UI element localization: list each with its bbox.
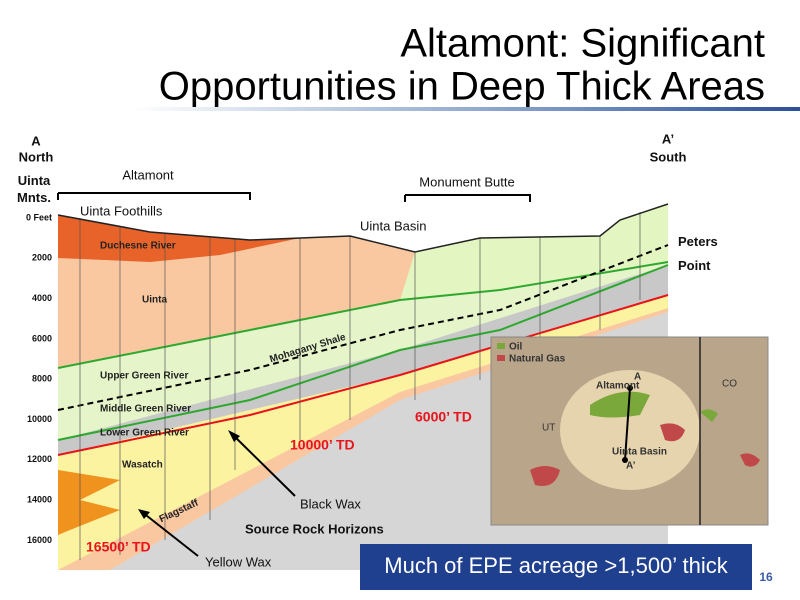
map-label: A — [634, 372, 641, 383]
callout: Black Wax — [300, 496, 361, 511]
legend-swatch — [497, 355, 505, 361]
page-number: 16 — [759, 570, 773, 584]
section-end: A — [31, 133, 41, 148]
formation: Uinta — [142, 295, 167, 306]
depth-label: 8000 — [32, 374, 52, 384]
place: Uinta Basin — [360, 218, 426, 233]
formation: Middle Green River — [100, 404, 191, 415]
text-line: Point — [678, 258, 711, 273]
td-label: 10000’ TD — [290, 437, 355, 453]
depth-label: 16000 — [27, 535, 52, 545]
layer-upper — [400, 204, 668, 300]
basin — [560, 370, 700, 490]
text-line: Peters — [678, 234, 718, 249]
depth-label: 14000 — [27, 494, 52, 504]
arrow — [141, 511, 199, 557]
section-point — [622, 457, 628, 463]
text-line: Uinta — [18, 173, 51, 188]
red-line — [57, 294, 669, 456]
depth-axis: 0 Feet 2000 4000 6000 8000 10000 12000 14000 160… — [26, 212, 52, 544]
place: Uinta Foothills — [80, 203, 163, 218]
legend-label: Natural Gas — [509, 354, 566, 365]
area-label: Altamont — [122, 167, 174, 182]
place: Uinta Mnts. — [17, 173, 51, 205]
legend-swatch — [497, 343, 505, 349]
gas-area — [530, 423, 760, 486]
surface — [57, 203, 669, 253]
map-label: Altamont — [596, 381, 640, 392]
layer-orange — [58, 470, 120, 535]
green-line — [57, 264, 669, 441]
formation: Lower Green River — [100, 428, 189, 439]
depth-label: 2000 — [32, 253, 52, 263]
td-label: 16500’ TD — [86, 539, 151, 555]
green-line — [57, 261, 669, 369]
legend-label: Oil — [509, 342, 523, 353]
depth-label: 4000 — [32, 293, 52, 303]
title-rule — [130, 107, 800, 111]
section-end: A’ — [662, 131, 674, 146]
depth-label: 6000 — [32, 333, 52, 343]
direction: South — [650, 149, 687, 164]
text-line: Mnts. — [17, 190, 51, 205]
callout: Yellow Wax — [205, 554, 272, 569]
dashed-line — [57, 244, 669, 411]
td-label: 6000’ TD — [415, 409, 472, 425]
map-inset: Oil Natural Gas UT CO Altamont Uinta Bas… — [490, 336, 769, 526]
depth-label: 12000 — [27, 454, 52, 464]
layer-wasatch — [58, 295, 668, 570]
place: Peters Point — [678, 234, 718, 273]
title-line: Altamont: Significant — [400, 22, 765, 66]
formation: Duchesne River — [100, 241, 176, 252]
bracket — [57, 192, 251, 200]
oil-area — [700, 409, 718, 422]
depth-label: 10000 — [27, 414, 52, 424]
wells — [79, 212, 641, 560]
formation: Wasatch — [122, 460, 163, 471]
arrowhead — [138, 509, 150, 519]
formation: Upper Green River — [100, 371, 188, 382]
map-label: A’ — [626, 461, 636, 472]
oil-area — [590, 391, 650, 418]
depth-label: 0 Feet — [26, 212, 52, 222]
map-label: Uinta Basin — [612, 447, 667, 458]
banner-text: Much of EPE acreage >1,500’ thick — [384, 553, 728, 578]
area-label: Monument Butte — [419, 174, 514, 189]
section-line — [624, 387, 631, 461]
state: CO — [722, 379, 737, 390]
callout: Source Rock Horizons — [245, 521, 384, 536]
arrowhead — [228, 430, 240, 442]
section-point — [627, 385, 633, 391]
banner — [360, 544, 752, 590]
arrow — [231, 433, 296, 497]
title-line: Opportunities in Deep Thick Areas — [159, 65, 765, 109]
direction: North — [19, 149, 54, 164]
bracket — [404, 194, 531, 202]
state: UT — [542, 423, 555, 434]
